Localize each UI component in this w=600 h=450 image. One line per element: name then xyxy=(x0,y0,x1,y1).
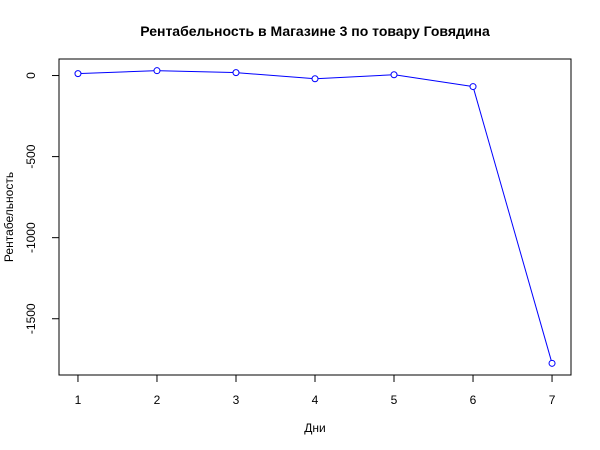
y-axis-label: Рентабельность xyxy=(2,172,16,262)
data-point xyxy=(153,67,161,75)
x-tick-label: 7 xyxy=(549,393,556,407)
series-line-segment xyxy=(80,70,154,74)
y-tick-label: -500 xyxy=(24,144,38,168)
series-line-segment xyxy=(317,74,392,80)
series-line-segment xyxy=(473,89,552,361)
x-axis: 1 2 3 4 5 6 7 xyxy=(75,374,556,407)
chart-title: Рентабельность в Магазине 3 по товару Го… xyxy=(140,23,490,39)
data-point xyxy=(390,71,398,79)
y-axis: 0 -500 -1000 -1500 xyxy=(24,72,60,334)
x-axis-label: Дни xyxy=(304,421,325,435)
series-layer xyxy=(74,67,556,367)
series-line-segment xyxy=(396,74,471,87)
y-tick-label: -1000 xyxy=(24,222,38,253)
x-tick-label: 6 xyxy=(470,393,477,407)
data-point xyxy=(74,70,82,78)
x-tick-label: 4 xyxy=(312,393,319,407)
data-point xyxy=(548,359,556,367)
x-tick-label: 5 xyxy=(391,393,398,407)
data-point xyxy=(469,83,477,91)
x-tick-label: 2 xyxy=(154,393,161,407)
y-tick-label: -1500 xyxy=(24,303,38,334)
y-tick-label: 0 xyxy=(24,72,38,79)
plot-frame xyxy=(58,58,572,376)
x-tick-label: 3 xyxy=(233,393,240,407)
series-line-segment xyxy=(238,72,313,80)
data-point xyxy=(311,75,319,83)
series-line-segment xyxy=(159,70,234,74)
x-tick-label: 1 xyxy=(75,393,82,407)
data-point xyxy=(232,69,240,77)
